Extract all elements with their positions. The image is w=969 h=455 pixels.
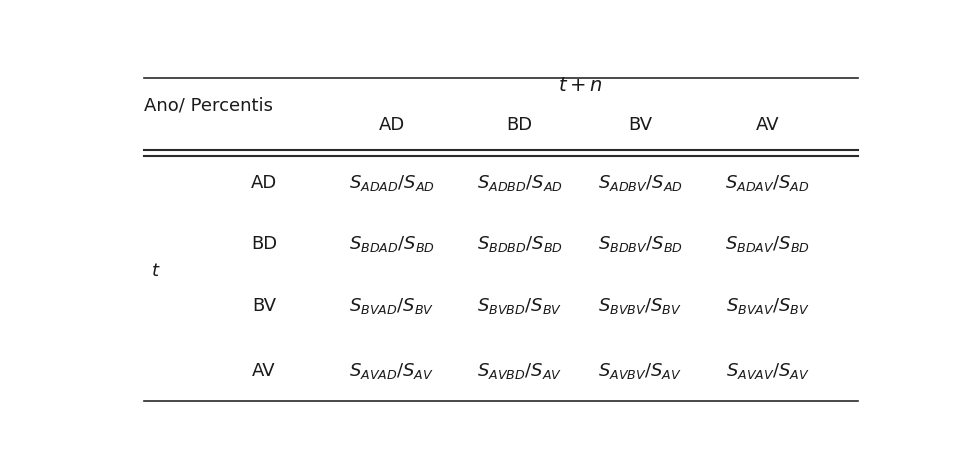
Text: $S_{BVBV}/S_{BV}$: $S_{BVBV}/S_{BV}$ (597, 295, 681, 315)
Text: $S_{BVAD}/S_{BV}$: $S_{BVAD}/S_{BV}$ (349, 295, 434, 315)
Text: $S_{BVAV}/S_{BV}$: $S_{BVAV}/S_{BV}$ (725, 295, 809, 315)
Text: BV: BV (252, 296, 276, 314)
Text: $S_{ADBD}/S_{AD}$: $S_{ADBD}/S_{AD}$ (477, 172, 562, 192)
Text: $S_{AVBD}/S_{AV}$: $S_{AVBD}/S_{AV}$ (477, 360, 562, 380)
Text: AD: AD (378, 116, 405, 134)
Text: $S_{AVBV}/S_{AV}$: $S_{AVBV}/S_{AV}$ (597, 360, 681, 380)
Text: $S_{BVBD}/S_{BV}$: $S_{BVBD}/S_{BV}$ (477, 295, 562, 315)
Text: $t$: $t$ (151, 261, 161, 279)
Text: $S_{BDBD}/S_{BD}$: $S_{BDBD}/S_{BD}$ (476, 234, 562, 254)
Text: AV: AV (755, 116, 779, 134)
Text: Ano/ Percentis: Ano/ Percentis (143, 96, 272, 114)
Text: $S_{BDBV}/S_{BD}$: $S_{BDBV}/S_{BD}$ (597, 234, 681, 254)
Text: $S_{BDAD}/S_{BD}$: $S_{BDAD}/S_{BD}$ (349, 234, 434, 254)
Text: BV: BV (627, 116, 651, 134)
Text: AD: AD (251, 173, 277, 192)
Text: $S_{AVAD}/S_{AV}$: $S_{AVAD}/S_{AV}$ (349, 360, 434, 380)
Text: $S_{ADBV}/S_{AD}$: $S_{ADBV}/S_{AD}$ (597, 172, 681, 192)
Text: $S_{BDAV}/S_{BD}$: $S_{BDAV}/S_{BD}$ (725, 234, 809, 254)
Text: $S_{ADAD}/S_{AD}$: $S_{ADAD}/S_{AD}$ (349, 172, 434, 192)
Text: $t+n$: $t+n$ (557, 76, 602, 95)
Text: $S_{AVAV}/S_{AV}$: $S_{AVAV}/S_{AV}$ (725, 360, 809, 380)
Text: $S_{ADAV}/S_{AD}$: $S_{ADAV}/S_{AD}$ (725, 172, 809, 192)
Text: BD: BD (251, 235, 277, 253)
Text: AV: AV (252, 361, 275, 379)
Text: BD: BD (506, 116, 532, 134)
